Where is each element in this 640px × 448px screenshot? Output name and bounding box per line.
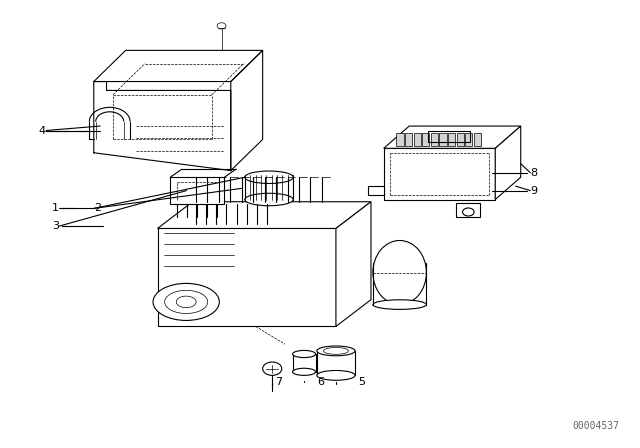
Bar [474, 133, 481, 146]
Bar [456, 203, 481, 217]
Circle shape [463, 208, 474, 216]
Ellipse shape [373, 300, 426, 310]
Bar [368, 186, 384, 195]
Polygon shape [495, 126, 521, 199]
Ellipse shape [153, 284, 220, 320]
Polygon shape [157, 202, 371, 228]
Ellipse shape [164, 290, 208, 314]
Bar [157, 228, 336, 327]
Bar [292, 354, 316, 372]
Text: 6: 6 [317, 377, 324, 387]
Ellipse shape [292, 350, 316, 358]
Text: 4: 4 [39, 125, 46, 135]
Ellipse shape [176, 296, 196, 308]
Polygon shape [384, 126, 521, 148]
Bar [440, 133, 447, 146]
Bar [405, 133, 412, 146]
Bar [428, 130, 470, 142]
Bar [431, 133, 438, 146]
Circle shape [262, 362, 282, 375]
Bar [317, 351, 355, 375]
Bar [422, 133, 429, 146]
Bar [396, 133, 404, 146]
Bar [384, 148, 495, 199]
Bar [465, 133, 472, 146]
Text: 7: 7 [275, 377, 282, 387]
Ellipse shape [245, 193, 293, 206]
Bar [448, 133, 455, 146]
Text: 1: 1 [52, 203, 59, 213]
Polygon shape [336, 202, 371, 327]
Ellipse shape [292, 368, 316, 375]
Bar [457, 133, 464, 146]
Text: 3: 3 [52, 221, 59, 231]
Ellipse shape [323, 348, 348, 354]
Circle shape [217, 23, 226, 29]
Ellipse shape [317, 370, 355, 380]
Text: 9: 9 [531, 185, 538, 196]
Text: 00004537: 00004537 [573, 421, 620, 431]
Bar [170, 177, 225, 204]
Text: 5: 5 [358, 377, 365, 387]
Ellipse shape [245, 171, 293, 184]
Text: 2: 2 [94, 203, 101, 213]
Ellipse shape [373, 241, 426, 305]
Ellipse shape [317, 346, 355, 356]
Bar [245, 175, 293, 199]
Text: 8: 8 [531, 168, 538, 178]
Bar [413, 133, 421, 146]
